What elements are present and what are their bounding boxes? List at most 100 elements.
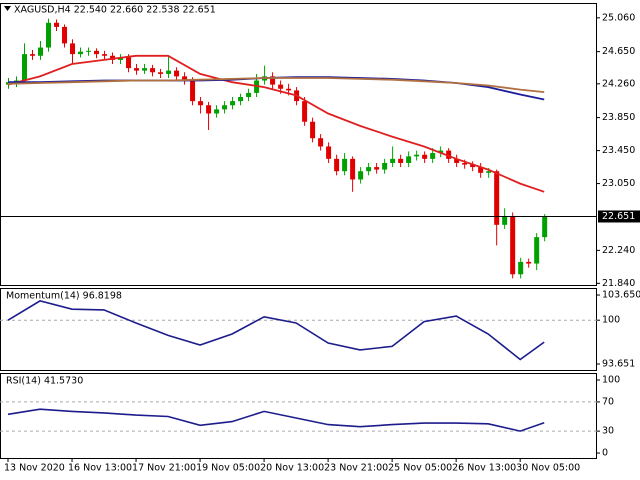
candle-body xyxy=(270,76,276,85)
y-tick-label: 24.260 xyxy=(602,78,635,89)
candle-body xyxy=(526,261,532,264)
candle-body xyxy=(342,158,348,172)
y-tick-label: 103.6508 xyxy=(602,290,640,301)
candle-body xyxy=(150,68,156,73)
candle-body xyxy=(206,105,212,114)
y-tick-label: 24.650 xyxy=(602,46,635,57)
candle-body xyxy=(246,92,252,97)
candle-body xyxy=(310,121,316,139)
candle-body xyxy=(46,22,52,48)
indicator-line xyxy=(7,408,545,432)
candle-body xyxy=(438,150,444,154)
candle-body xyxy=(134,68,140,71)
candle-body xyxy=(430,153,436,159)
y-tick-label: 100 xyxy=(602,315,620,326)
candle-body xyxy=(166,70,172,74)
candle-body xyxy=(542,216,548,238)
x-tick-label: 23 Nov 21:00 xyxy=(324,463,388,474)
candle-body xyxy=(302,101,308,122)
candle-body xyxy=(38,47,44,56)
candle-body xyxy=(358,171,364,180)
candle-body xyxy=(446,150,452,159)
candle-body xyxy=(374,167,380,170)
candle-body xyxy=(62,26,68,44)
candle-body xyxy=(382,162,388,170)
x-tick-label: 25 Nov 05:00 xyxy=(388,463,452,474)
candle-body xyxy=(70,43,76,55)
x-tick-label: 20 Nov 13:00 xyxy=(260,463,324,474)
panel-frame xyxy=(0,288,597,371)
menu-triangle xyxy=(4,6,11,11)
candle-body xyxy=(198,101,204,106)
y-tick-label: 23.850 xyxy=(602,112,635,123)
candle-body xyxy=(422,154,428,159)
candle-body xyxy=(238,97,244,102)
indicator-line xyxy=(7,77,545,93)
candle-body xyxy=(158,72,164,74)
candle-body xyxy=(174,70,180,77)
candle-body xyxy=(454,158,460,163)
candle-body xyxy=(478,167,484,173)
candle-body xyxy=(190,80,196,102)
y-tick-label: 22.240 xyxy=(602,245,635,256)
last-price-label: 22.651 xyxy=(602,211,635,222)
candle-body xyxy=(470,164,476,168)
indicator-line xyxy=(7,54,545,193)
y-tick-label: 0 xyxy=(602,448,608,459)
candle-body xyxy=(406,156,412,163)
candle-body xyxy=(414,154,420,157)
panel-frame xyxy=(0,373,597,459)
last-price-box xyxy=(598,210,640,223)
y-tick-label: 25.060 xyxy=(602,12,635,23)
candle-body xyxy=(214,109,220,114)
candle-body xyxy=(502,216,508,225)
candle-body xyxy=(518,261,524,275)
y-tick-label: 23.450 xyxy=(602,145,635,156)
candle-body xyxy=(510,216,516,275)
y-tick-label: 21.840 xyxy=(602,278,635,289)
x-tick-label: 16 Nov 13:00 xyxy=(68,463,132,474)
candle-body xyxy=(462,162,468,165)
candle-body xyxy=(54,22,60,27)
candle-body xyxy=(318,138,324,147)
candle-body xyxy=(534,237,540,264)
candle-body xyxy=(22,54,28,81)
x-tick-label: 19 Nov 05:00 xyxy=(196,463,260,474)
x-tick-label: 17 Nov 21:00 xyxy=(132,463,196,474)
candle-body xyxy=(390,158,396,163)
candle-body xyxy=(230,101,236,106)
candle-body xyxy=(350,158,356,180)
candle-body xyxy=(86,50,92,52)
candle-body xyxy=(326,146,332,159)
candle-body xyxy=(494,171,500,225)
candle-body xyxy=(78,51,84,55)
candle-body xyxy=(398,158,404,163)
candle-body xyxy=(222,105,228,110)
candle-body xyxy=(334,158,340,172)
y-tick-label: 70 xyxy=(602,396,614,407)
candle-body xyxy=(126,57,132,69)
candle-body xyxy=(182,76,188,81)
x-tick-label: 26 Nov 13:00 xyxy=(452,463,516,474)
y-tick-label: 93.651 xyxy=(602,358,635,369)
candle-body xyxy=(366,167,372,172)
indicator-title: Momentum(14) 96.8198 xyxy=(6,291,122,302)
candle-body xyxy=(110,55,116,60)
candle-body xyxy=(278,84,284,89)
indicator-line xyxy=(7,300,545,361)
candle-body xyxy=(142,68,148,71)
candle-body xyxy=(486,171,492,173)
indicator-title: RSI(14) 41.5730 xyxy=(6,376,83,387)
candle-body xyxy=(30,54,36,56)
candle-body xyxy=(102,54,108,56)
x-tick-label: 13 Nov 2020 xyxy=(4,463,65,474)
chart-title: XAGUSD,H4 22.540 22.660 22.538 22.651 xyxy=(14,5,216,16)
y-tick-label: 30 xyxy=(602,426,614,437)
panel-frame xyxy=(0,3,597,286)
x-tick-label: 30 Nov 05:00 xyxy=(516,463,580,474)
y-tick-label: 100 xyxy=(602,375,620,386)
candle-body xyxy=(94,50,100,55)
